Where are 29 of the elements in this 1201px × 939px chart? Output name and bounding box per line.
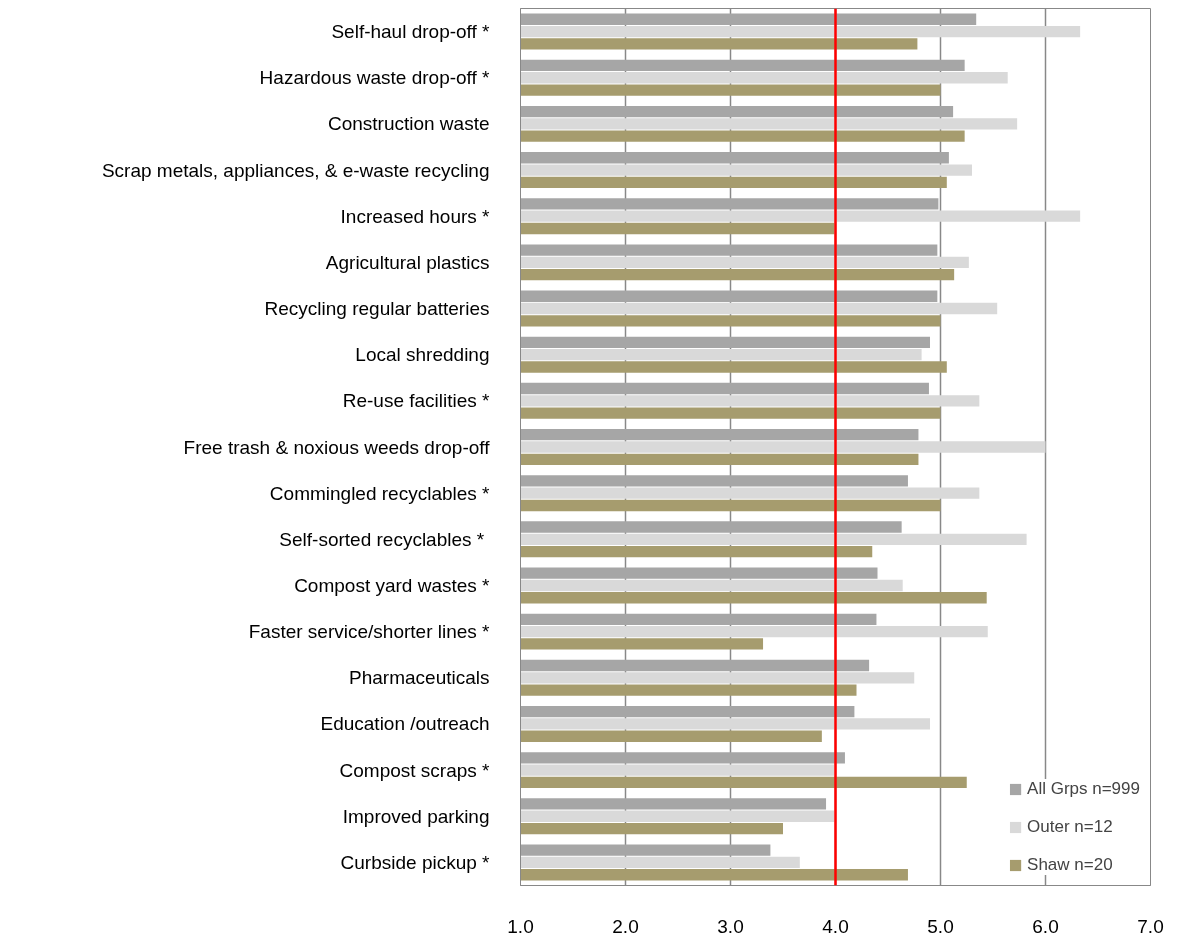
y-tick-label: Hazardous waste drop-off * (259, 67, 491, 89)
legend-label: Shaw n=20 (1027, 855, 1113, 875)
y-tick-label: Scrap metals, appliances, & e-waste recycling (101, 159, 490, 181)
y-tick-label: Faster service/shorter lines * (248, 621, 491, 643)
y-tick-label: Free trash & noxious weeds drop-off (183, 436, 491, 458)
y-tick-label: Recycling regular batteries (264, 298, 490, 320)
y-tick-label: Self-sorted recyclables * (279, 528, 485, 550)
x-tick-label: 5.0 (927, 915, 954, 937)
y-tick-label: Education /outreach (320, 713, 490, 735)
y-tick-label: Increased hours * (340, 205, 491, 227)
x-tick-label: 4.0 (822, 915, 849, 937)
legend-label: All Grps n=999 (1027, 779, 1140, 799)
y-tick-label: Compost yard wastes * (294, 574, 491, 596)
x-tick-label: 3.0 (717, 915, 744, 937)
y-tick-label: Local shredding (355, 344, 490, 366)
y-tick-label: Improved parking (342, 805, 490, 827)
x-tick-label: 7.0 (1137, 915, 1164, 937)
x-tick-label: 6.0 (1032, 915, 1059, 937)
y-tick-label: Compost scraps * (339, 759, 491, 781)
y-tick-label: Commingled recyclables * (269, 482, 491, 504)
y-tick-label: Curbside pickup * (340, 851, 491, 873)
x-tick-label: 1.0 (507, 915, 534, 937)
y-tick-label: Self-haul drop-off * (331, 21, 491, 43)
legend-label: Outer n=12 (1027, 817, 1113, 837)
y-tick-label: Agricultural plastics (325, 251, 490, 273)
x-tick-label: 2.0 (612, 915, 639, 937)
y-tick-label: Pharmaceuticals (349, 667, 490, 689)
y-tick-label: Re-use facilities * (342, 390, 491, 412)
y-tick-label: Construction waste (327, 113, 490, 135)
